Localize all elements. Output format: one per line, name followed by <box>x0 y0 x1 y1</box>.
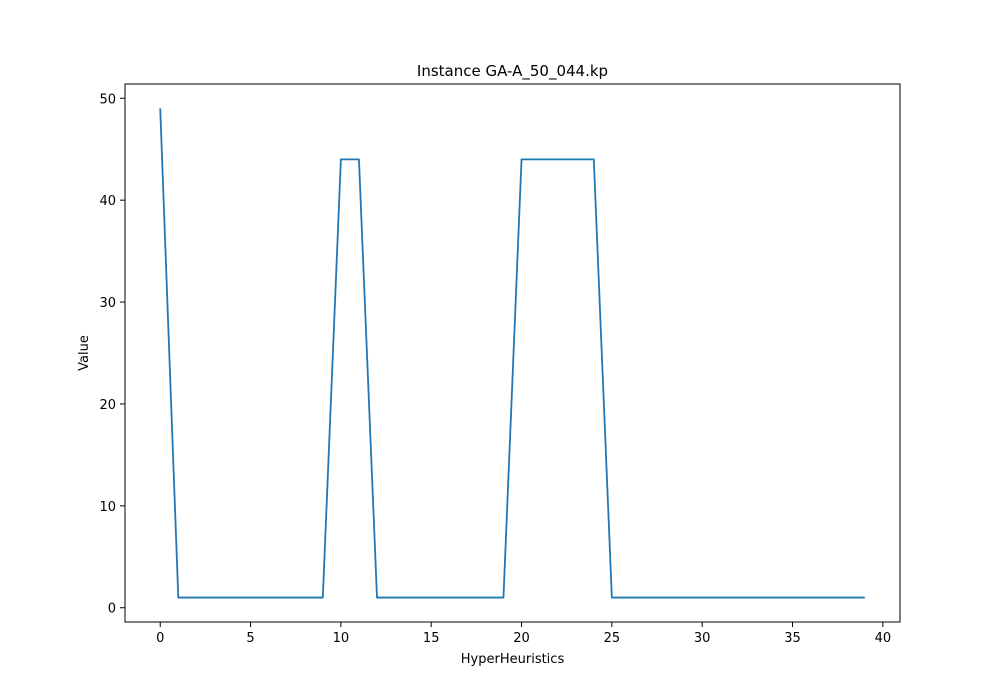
series-line-1 <box>159 108 865 599</box>
y-tick-label: 30 <box>99 296 116 311</box>
y-axis-ticks: 0 10 20 30 40 50 <box>99 92 125 617</box>
x-tick-label: 15 <box>423 631 440 646</box>
y-tick-label: 10 <box>99 500 116 515</box>
y-axis-label: Value <box>77 335 92 371</box>
y-tick-label: 20 <box>99 398 116 413</box>
x-tick-label: 5 <box>246 631 254 646</box>
y-tick-label: 40 <box>99 194 116 209</box>
x-tick-label: 30 <box>694 631 711 646</box>
x-axis-ticks: 0 5 10 15 20 25 30 35 40 <box>156 622 891 646</box>
y-tick-label: 50 <box>99 92 116 107</box>
x-tick-label: 35 <box>784 631 801 646</box>
x-tick-label: 0 <box>156 631 164 646</box>
x-axis-label: HyperHeuristics <box>461 652 565 667</box>
series-group <box>159 108 865 599</box>
x-tick-label: 10 <box>333 631 350 646</box>
x-tick-label: 40 <box>875 631 892 646</box>
x-tick-label: 25 <box>604 631 621 646</box>
axes-frame <box>124 83 901 623</box>
chart-title: Instance GA-A_50_044.kp <box>417 62 608 81</box>
x-tick-label: 20 <box>513 631 530 646</box>
plot-area: 0 5 10 15 20 25 30 35 40 0 10 20 30 40 50 <box>99 83 901 646</box>
y-tick-label: 0 <box>108 602 116 617</box>
